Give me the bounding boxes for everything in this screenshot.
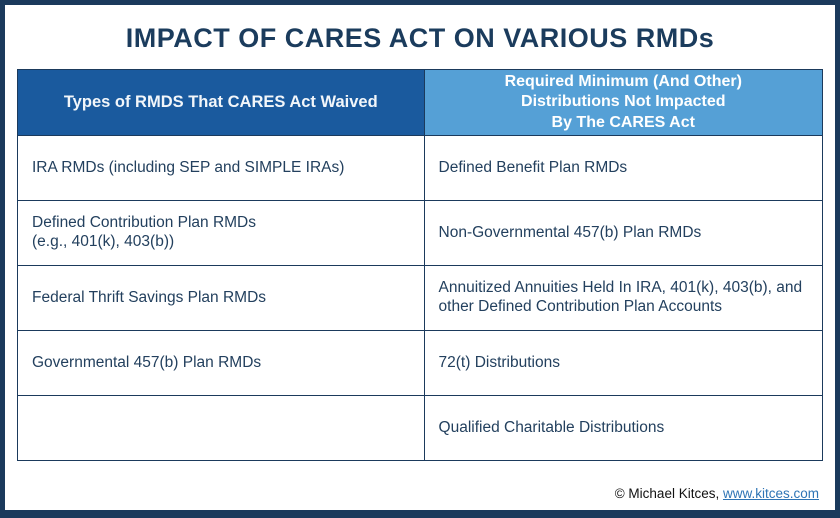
table-row: Governmental 457(b) Plan RMDs 72(t) Distr…	[17, 330, 824, 396]
cell-waived: Defined Contribution Plan RMDs (e.g., 40…	[17, 200, 425, 266]
table-row: IRA RMDs (including SEP and SIMPLE IRAs)…	[17, 135, 824, 201]
table-row: Federal Thrift Savings Plan RMDs Annuitiz…	[17, 265, 824, 331]
column-header-not-impacted: Required Minimum (And Other) Distributio…	[423, 69, 824, 136]
column-header-waived: Types of RMDS That CARES Act Waived	[17, 69, 425, 136]
cell-not-impacted: Annuitized Annuities Held In IRA, 401(k)…	[423, 265, 824, 331]
copyright-text: © Michael Kitces,	[614, 486, 723, 501]
cell-waived: Federal Thrift Savings Plan RMDs	[17, 265, 425, 331]
cell-not-impacted: Defined Benefit Plan RMDs	[423, 135, 824, 201]
cell-waived: Governmental 457(b) Plan RMDs	[17, 330, 425, 396]
cell-waived: IRA RMDs (including SEP and SIMPLE IRAs)	[17, 135, 425, 201]
page-title: IMPACT OF CARES ACT ON VARIOUS RMDs	[125, 23, 715, 53]
table-row: Defined Contribution Plan RMDs (e.g., 40…	[17, 200, 824, 266]
cell-not-impacted: Non-Governmental 457(b) Plan RMDs	[423, 200, 824, 266]
table-body: IRA RMDs (including SEP and SIMPLE IRAs)…	[17, 135, 824, 461]
cell-waived	[17, 395, 425, 461]
table-row: Qualified Charitable Distributions	[17, 395, 824, 461]
attribution: © Michael Kitces, www.kitces.com	[615, 486, 819, 501]
table-header-row: Types of RMDS That CARES Act Waived Requ…	[17, 69, 824, 136]
cell-not-impacted: Qualified Charitable Distributions	[423, 395, 824, 461]
kitces-website-link[interactable]: www.kitces.com	[722, 486, 819, 501]
cell-not-impacted: 72(t) Distributions	[423, 330, 824, 396]
rmd-comparison-table: Types of RMDS That CARES Act Waived Requ…	[17, 69, 824, 461]
